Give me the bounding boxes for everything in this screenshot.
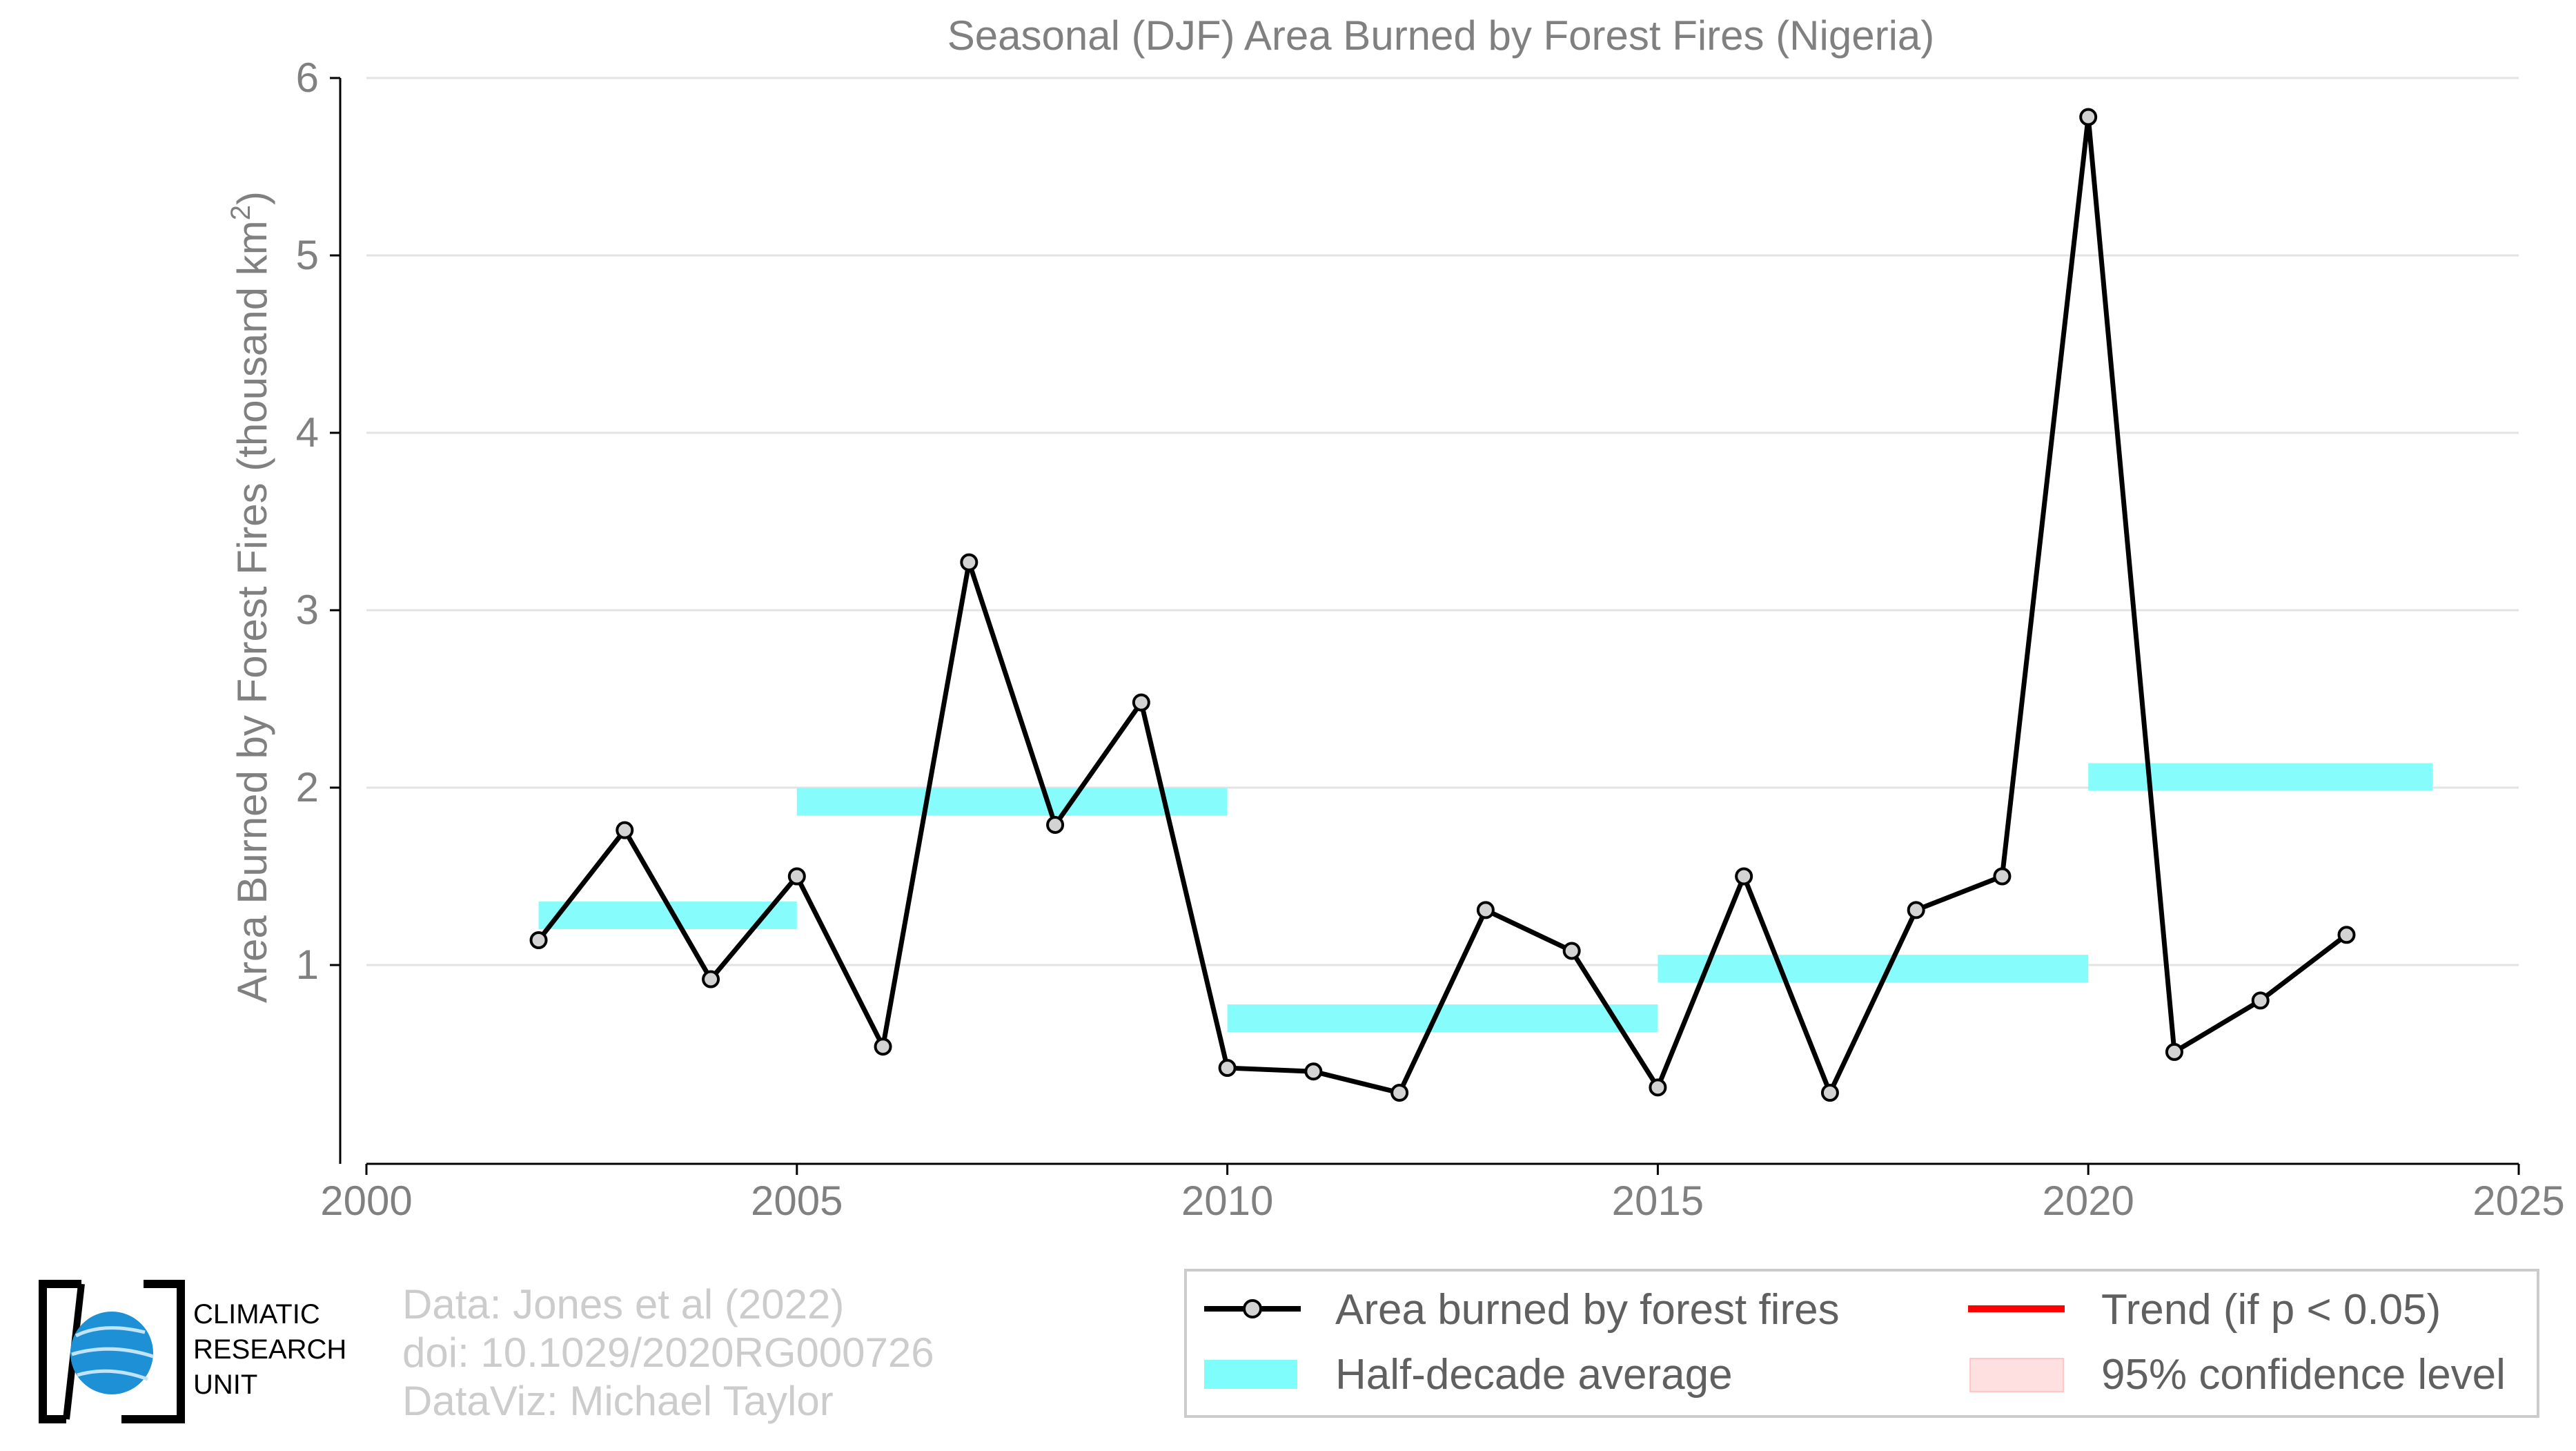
y-tick-label-4: 4 bbox=[296, 409, 319, 456]
chart-title: Seasonal (DJF) Area Burned by Forest Fir… bbox=[947, 12, 1935, 59]
data-point-2018 bbox=[1907, 901, 1925, 919]
series-area-burned bbox=[529, 108, 2356, 1102]
credit-dataviz: DataViz: Michael Taylor bbox=[402, 1378, 834, 1424]
data-point-2022 bbox=[2251, 991, 2270, 1010]
legend: Area burned by forest fires Half-decade … bbox=[1184, 1269, 2539, 1418]
logo-text-line3: UNIT bbox=[193, 1370, 257, 1400]
data-point-2009 bbox=[1132, 693, 1150, 712]
half-decade-average-bar-3 bbox=[1227, 1004, 1658, 1033]
credit-doi: doi: 10.1029/2020RG000726 bbox=[402, 1330, 934, 1376]
y-tick-label-1: 1 bbox=[296, 942, 319, 988]
globe-lines bbox=[71, 1326, 154, 1381]
y-axis-ticks: 1 2 3 4 5 6 bbox=[296, 55, 340, 988]
x-axis-ticks: 2000 2005 2010 2015 2020 2025 bbox=[320, 1164, 2565, 1224]
data-point-2005 bbox=[787, 867, 806, 886]
credit-data: Data: Jones et al (2022) bbox=[402, 1281, 844, 1327]
legend-ci-label: 95% confidence level bbox=[2101, 1351, 2506, 1399]
y-tick-label-3: 3 bbox=[296, 587, 319, 633]
y-axis-label: Area Burned by Forest Fires (thousand km… bbox=[226, 191, 275, 1003]
legend-trend-label: Trend (if p < 0.05) bbox=[2101, 1286, 2441, 1334]
half-decade-average-bar-5 bbox=[2088, 763, 2433, 791]
data-point-2014 bbox=[1562, 942, 1581, 960]
data-point-2015 bbox=[1649, 1078, 1667, 1097]
x-tick-label-2025: 2025 bbox=[2472, 1178, 2564, 1224]
logo-right-bracket bbox=[121, 1280, 185, 1423]
x-tick-label-2005: 2005 bbox=[751, 1178, 843, 1224]
logo-text-line2: RESEARCH bbox=[193, 1334, 346, 1365]
half-decade-average-bar-4 bbox=[1658, 955, 2089, 983]
data-point-2020 bbox=[2079, 108, 2098, 126]
data-point-2016 bbox=[1735, 867, 1753, 886]
data-point-2017 bbox=[1820, 1084, 1839, 1102]
data-point-2021 bbox=[2165, 1042, 2183, 1061]
legend-box bbox=[1184, 1269, 2539, 1418]
data-point-2012 bbox=[1390, 1084, 1409, 1102]
data-point-2023 bbox=[2337, 926, 2356, 944]
data-point-2007 bbox=[960, 553, 979, 572]
data-point-2011 bbox=[1304, 1062, 1323, 1081]
y-axis-label-sup: 2 bbox=[226, 205, 256, 220]
y-axis-label-main: Area Burned by Forest Fires (thousand km bbox=[229, 220, 275, 1003]
x-tick-label-2000: 2000 bbox=[320, 1178, 412, 1224]
half-decade-average-bars bbox=[538, 763, 2433, 1033]
data-point-2003 bbox=[616, 821, 634, 839]
y-tick-label-2: 2 bbox=[296, 764, 319, 810]
data-point-2004 bbox=[702, 970, 720, 989]
y-tick-label-6: 6 bbox=[296, 55, 319, 101]
y-axis-label-close: ) bbox=[229, 191, 275, 205]
data-point-2002 bbox=[529, 931, 548, 950]
series-line bbox=[536, 115, 2348, 1095]
data-point-2013 bbox=[1476, 901, 1495, 919]
data-point-2019 bbox=[1993, 867, 2012, 886]
data-point-2008 bbox=[1046, 815, 1065, 834]
y-tick-label-5: 5 bbox=[296, 232, 319, 278]
data-point-2006 bbox=[874, 1038, 892, 1056]
half-decade-average-bar-2 bbox=[796, 788, 1228, 816]
cru-logo: CLIMATIC RESEARCH UNIT bbox=[39, 1280, 346, 1423]
legend-marker-swatch bbox=[1243, 1299, 1262, 1318]
x-tick-label-2010: 2010 bbox=[1181, 1178, 1273, 1224]
logo-left-bracket bbox=[39, 1280, 81, 1423]
legend-avg-swatch bbox=[1204, 1360, 1297, 1389]
legend-ci-swatch bbox=[1969, 1358, 2064, 1392]
x-tick-label-2020: 2020 bbox=[2042, 1178, 2134, 1224]
legend-line-label: Area burned by forest fires bbox=[1335, 1286, 1840, 1334]
logo-text-line1: CLIMATIC bbox=[193, 1299, 320, 1330]
gridlines bbox=[366, 77, 2519, 966]
data-point-2010 bbox=[1218, 1059, 1237, 1078]
x-tick-label-2015: 2015 bbox=[1612, 1178, 1704, 1224]
legend-avg-label: Half-decade average bbox=[1335, 1351, 1733, 1399]
